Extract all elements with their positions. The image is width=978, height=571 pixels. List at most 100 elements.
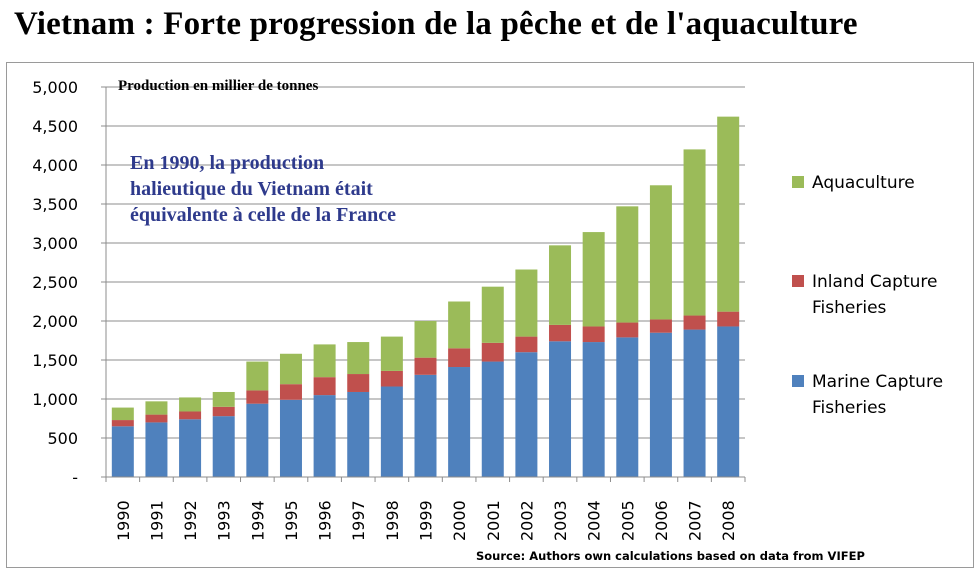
bar-aquaculture-2003 <box>549 245 572 325</box>
x-tick-label: 2001 <box>484 500 503 541</box>
bar-aquaculture-2005 <box>616 206 639 323</box>
legend-label-marine: Marine Capture Fisheries <box>812 372 944 418</box>
legend-label-aquaculture: Aquaculture <box>812 173 915 193</box>
bar-inland-1994 <box>246 390 269 404</box>
bar-inland-2005 <box>616 322 639 338</box>
bar-marine-2002 <box>515 352 538 477</box>
bar-inland-1997 <box>347 374 370 392</box>
y-tick-label: 3,000 <box>32 234 78 253</box>
x-tick-label: 2002 <box>517 500 536 541</box>
bar-inland-1996 <box>313 377 336 396</box>
bar-inland-1992 <box>179 411 202 420</box>
x-tick-label: 1995 <box>282 500 301 541</box>
y-tick-label: - <box>72 468 78 487</box>
bar-aquaculture-1990 <box>111 407 134 421</box>
bar-marine-2000 <box>448 367 471 477</box>
bar-aquaculture-2008 <box>717 116 740 312</box>
bar-inland-2003 <box>549 324 572 342</box>
bar-aquaculture-1996 <box>313 344 336 378</box>
bar-aquaculture-1991 <box>145 401 168 415</box>
bar-aquaculture-2007 <box>683 149 706 316</box>
x-tick-label: 2004 <box>585 500 604 541</box>
bar-aquaculture-2006 <box>649 185 672 320</box>
legend-item-aquaculture: Aquaculture <box>792 170 962 196</box>
x-tick-label: 1994 <box>248 500 267 541</box>
legend-swatch-aquaculture <box>792 176 804 188</box>
x-tick-label: 1998 <box>383 500 402 541</box>
bar-marine-2001 <box>481 361 504 477</box>
x-tick-label: 2003 <box>551 500 570 541</box>
bars <box>111 116 740 477</box>
axes <box>101 86 746 482</box>
x-tick-label: 2005 <box>618 500 637 541</box>
x-tick-label: 1993 <box>215 500 234 541</box>
bar-inland-1991 <box>145 414 168 423</box>
x-tick-label: 2007 <box>686 500 705 541</box>
bar-aquaculture-2004 <box>582 232 605 327</box>
x-tick-label: 1990 <box>114 500 133 541</box>
y-tick-label: 4,000 <box>32 156 78 175</box>
legend-swatch-marine <box>792 375 804 387</box>
annotation-text: En 1990, la production halieutique du Vi… <box>130 152 397 226</box>
x-tick-label: 2000 <box>450 500 469 541</box>
bar-marine-2007 <box>683 329 706 477</box>
gridlines <box>106 86 745 439</box>
bar-inland-1998 <box>380 370 403 387</box>
bar-marine-2006 <box>649 332 672 477</box>
bar-marine-2008 <box>717 326 740 477</box>
bar-aquaculture-2002 <box>515 269 538 337</box>
bar-inland-1993 <box>212 406 235 417</box>
bar-inland-2004 <box>582 326 605 343</box>
bar-inland-2001 <box>481 342 504 362</box>
bar-inland-2000 <box>448 348 471 368</box>
x-tick-label: 1992 <box>181 500 200 541</box>
bar-aquaculture-1995 <box>279 353 302 385</box>
y-tick-label: 500 <box>47 429 78 448</box>
bar-inland-2006 <box>649 319 672 333</box>
bar-inland-1995 <box>279 384 302 400</box>
bar-marine-1997 <box>347 391 370 477</box>
bar-marine-2003 <box>549 341 572 477</box>
x-tick-label: 1991 <box>147 500 166 541</box>
y-tick-label: 2,000 <box>32 312 78 331</box>
y-tick-label: 3,500 <box>32 195 78 214</box>
bar-aquaculture-1994 <box>246 361 269 391</box>
page-title: Vietnam : Forte progression de la pêche … <box>14 6 858 42</box>
bar-aquaculture-1993 <box>212 391 235 407</box>
bar-marine-2004 <box>582 342 605 477</box>
tick-labels: - 500 1,000 1,500 2,000 2,500 3,000 3,500 4,000 4… <box>32 78 738 541</box>
y-tick-label: 1,000 <box>32 390 78 409</box>
bar-inland-2008 <box>717 311 740 327</box>
bar-marine-1995 <box>279 399 302 477</box>
bar-aquaculture-1992 <box>179 397 202 412</box>
legend-item-marine: Marine Capture Fisheries <box>792 369 962 421</box>
bar-aquaculture-2001 <box>481 286 504 343</box>
y-tick-label: 2,500 <box>32 273 78 292</box>
bar-aquaculture-2000 <box>448 301 471 349</box>
legend-swatch-inland <box>792 275 804 287</box>
bar-marine-1999 <box>414 374 437 477</box>
bar-marine-1992 <box>179 419 202 477</box>
bar-aquaculture-1997 <box>347 342 370 375</box>
x-tick-label: 1996 <box>316 500 335 541</box>
bar-inland-1999 <box>414 357 437 375</box>
bar-marine-1994 <box>246 403 269 477</box>
legend-label-inland: Inland Capture Fisheries <box>812 272 938 318</box>
bar-inland-2007 <box>683 315 706 330</box>
x-tick-label: 2008 <box>719 500 738 541</box>
chart-frame <box>6 62 974 568</box>
legend-item-inland: Inland Capture Fisheries <box>792 269 962 321</box>
bar-aquaculture-1998 <box>380 336 403 371</box>
bar-inland-2002 <box>515 336 538 353</box>
bar-marine-2005 <box>616 337 639 477</box>
y-tick-label: 1,500 <box>32 351 78 370</box>
bar-inland-1990 <box>111 420 134 427</box>
source-note: Source: Authors own calculations based o… <box>476 549 865 563</box>
bar-marine-1998 <box>380 386 403 477</box>
x-tick-label: 1999 <box>417 500 436 541</box>
x-tick-label: 1997 <box>349 500 368 541</box>
bar-marine-1990 <box>111 426 134 477</box>
y-axis-label: Production en millier de tonnes <box>118 78 319 94</box>
bar-marine-1993 <box>212 416 235 477</box>
